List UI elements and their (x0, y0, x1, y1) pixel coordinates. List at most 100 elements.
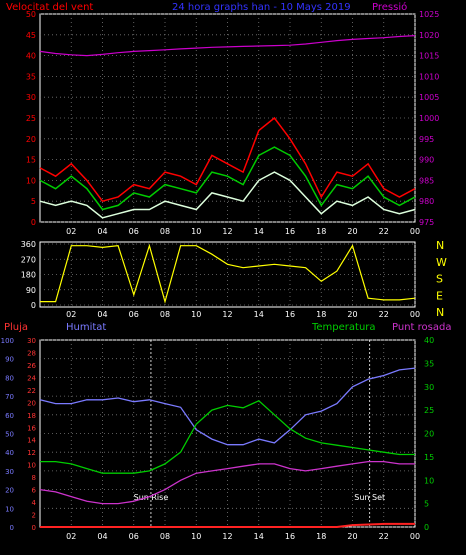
x-tick-label: 16 (285, 532, 295, 541)
x-tick-label: 10 (191, 532, 201, 541)
rain-tick-label: 20 (27, 399, 36, 407)
x-tick-label: 02 (66, 532, 76, 541)
series-line (39, 146, 416, 211)
pressure-tick-label: 975 (419, 218, 434, 227)
compass-label: N (436, 306, 444, 319)
wind-axis-label: Velocitat del vent (6, 2, 93, 13)
wind-direction-tick-labels: 0 90 180 270 360 (21, 240, 36, 310)
humidity-tick-label: 40 (5, 449, 14, 457)
pressure-tick-labels: 975 980 985 990 995 1000 1005 1010 1015 1020 1025 (419, 10, 439, 227)
rain-tick-label: 4 (32, 499, 37, 507)
compass-label: E (436, 289, 443, 302)
pressure-tick-label: 1005 (419, 93, 439, 102)
rain-tick-label: 26 (27, 362, 36, 370)
rain-tick-label: 8 (32, 474, 36, 482)
pressure-tick-label: 1000 (419, 114, 439, 123)
x-tick-label: 00 (410, 310, 420, 319)
rain-tick-label: 30 (27, 337, 36, 345)
pressure-tick-label: 1025 (419, 10, 439, 19)
wind-pressure-series (39, 35, 416, 219)
x-tick-label: 04 (97, 310, 107, 319)
x-tick-label: 04 (97, 227, 107, 236)
sun-annotations: Sun Rise Sun Set (134, 340, 385, 527)
humidity-tick-labels: 0 10 20 30 40 50 60 70 80 90 100 (1, 337, 14, 532)
wind-speed-tick-label: 25 (26, 114, 36, 123)
wind-speed-tick-label: 0 (31, 218, 36, 227)
x-tick-label: 06 (129, 227, 139, 236)
temperature-tick-label: 0 (424, 523, 429, 532)
x-tick-label: 12 (222, 532, 232, 541)
wind-speed-tick-label: 50 (26, 10, 36, 19)
x-tick-label: 12 (222, 310, 232, 319)
rain-tick-label: 24 (27, 374, 36, 382)
humidity-tick-label: 80 (5, 374, 14, 382)
chart-title: 24 hora graphs han - 10 Mays 2019 (172, 2, 351, 13)
humidity-tick-label: 10 (5, 505, 14, 513)
rain-tick-label: 0 (32, 524, 36, 532)
rain-tick-label: 2 (32, 512, 36, 520)
x-tick-label: 20 (347, 532, 357, 541)
rain-tick-label: 16 (27, 424, 36, 432)
wind-direction-x-tick-labels: 02 04 06 08 10 12 14 16 18 20 22 00 (66, 310, 420, 319)
x-tick-label: 18 (316, 310, 326, 319)
rain-tick-label: 12 (27, 449, 36, 457)
x-tick-label: 20 (347, 227, 357, 236)
compass-label: W (436, 256, 447, 269)
wind-speed-tick-label: 15 (26, 156, 36, 165)
temperature-tick-labels: 0 5 10 15 20 25 30 35 40 (424, 336, 434, 532)
x-tick-label: 00 (410, 227, 420, 236)
wind-speed-tick-labels: 0 5 10 15 20 25 30 35 40 45 50 (26, 10, 36, 227)
compass-label: N (436, 239, 444, 252)
pressure-tick-label: 985 (419, 176, 434, 185)
x-tick-label: 02 (66, 310, 76, 319)
series-line (40, 243, 416, 304)
pressure-axis-label: Pressió (372, 1, 407, 13)
direction-tick-label: 90 (26, 286, 36, 295)
wind-pressure-x-tick-labels: 02 04 06 08 10 12 14 16 18 20 22 00 (66, 227, 420, 236)
rain-axis-label: Pluja (4, 322, 28, 333)
x-tick-label: 10 (191, 310, 201, 319)
temperature-tick-label: 15 (424, 453, 434, 462)
humidity-tick-label: 60 (5, 412, 14, 420)
wind-speed-tick-label: 35 (26, 72, 36, 81)
x-tick-label: 00 (410, 532, 420, 541)
x-tick-label: 22 (379, 227, 389, 236)
x-tick-label: 20 (347, 310, 357, 319)
wind-speed-tick-label: 20 (26, 135, 36, 144)
direction-tick-label: 0 (31, 301, 36, 310)
temperature-tick-label: 30 (424, 383, 434, 392)
series-line (40, 522, 415, 528)
x-tick-label: 08 (160, 310, 170, 319)
x-tick-label: 04 (97, 532, 107, 541)
wind-speed-tick-label: 5 (31, 197, 36, 206)
wind-direction-grid (40, 243, 416, 306)
direction-tick-label: 360 (21, 240, 36, 249)
series-line (39, 171, 416, 219)
series-line (39, 35, 416, 57)
wind-speed-tick-label: 45 (26, 31, 36, 40)
rain-tick-label: 10 (27, 462, 36, 470)
wind-direction-series (40, 243, 416, 304)
humidity-tick-label: 50 (5, 431, 14, 439)
x-tick-label: 02 (66, 227, 76, 236)
wind-pressure-grid (40, 13, 416, 223)
temp-humidity-series (39, 367, 416, 528)
humidity-tick-label: 0 (10, 524, 14, 532)
humidity-tick-label: 70 (5, 393, 14, 401)
wind-speed-tick-label: 30 (26, 93, 36, 102)
pressure-tick-label: 990 (419, 156, 434, 165)
temperature-tick-label: 35 (424, 359, 434, 368)
temp-humidity-x-tick-labels: 02 04 06 08 10 12 14 16 18 20 22 00 (66, 532, 420, 541)
rain-tick-label: 28 (27, 349, 36, 357)
x-tick-label: 16 (285, 310, 295, 319)
series-line (39, 116, 416, 203)
rain-tick-label: 22 (27, 387, 36, 395)
rain-tick-label: 14 (27, 437, 36, 445)
temperature-tick-label: 20 (424, 430, 434, 439)
x-tick-label: 22 (379, 532, 389, 541)
humidity-tick-label: 30 (5, 468, 14, 476)
x-tick-label: 08 (160, 532, 170, 541)
temperature-tick-label: 5 (424, 500, 429, 509)
